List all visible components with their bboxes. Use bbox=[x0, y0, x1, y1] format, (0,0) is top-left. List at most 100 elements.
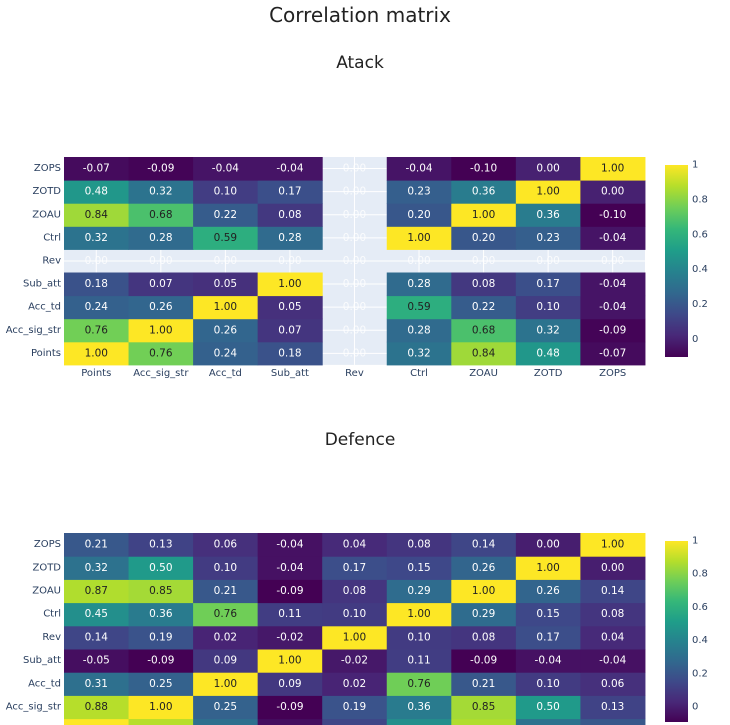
heatmap-cell[interactable] bbox=[515, 180, 581, 204]
heatmap-cell[interactable] bbox=[515, 272, 581, 297]
heatmap-cell[interactable] bbox=[580, 272, 646, 297]
heatmap-cell[interactable] bbox=[128, 695, 194, 720]
heatmap-cell[interactable] bbox=[580, 649, 646, 673]
heatmap-cell[interactable] bbox=[128, 226, 194, 250]
heatmap-cell[interactable] bbox=[257, 180, 323, 204]
heatmap-cell[interactable] bbox=[257, 157, 323, 181]
heatmap-cell[interactable] bbox=[257, 625, 323, 650]
heatmap-cell[interactable] bbox=[193, 341, 259, 366]
heatmap-cell[interactable] bbox=[193, 649, 259, 673]
heatmap-cell[interactable] bbox=[257, 556, 323, 580]
heatmap-cell[interactable] bbox=[580, 718, 646, 725]
heatmap-cell[interactable] bbox=[580, 180, 646, 204]
heatmap-cell[interactable] bbox=[322, 625, 388, 650]
heatmap-cell[interactable] bbox=[128, 295, 194, 320]
heatmap-cell[interactable] bbox=[64, 295, 130, 320]
heatmap-cell[interactable] bbox=[451, 157, 517, 181]
heatmap-cell[interactable] bbox=[386, 203, 452, 227]
heatmap-cell[interactable] bbox=[257, 203, 323, 227]
heatmap-cell[interactable] bbox=[451, 718, 517, 725]
heatmap-cell[interactable] bbox=[322, 718, 388, 725]
heatmap-cell[interactable] bbox=[128, 718, 194, 725]
heatmap-cell[interactable] bbox=[386, 579, 452, 604]
heatmap-cell[interactable] bbox=[515, 625, 581, 650]
heatmap-cell[interactable] bbox=[451, 672, 517, 696]
heatmap-cell[interactable] bbox=[451, 556, 517, 580]
heatmap-cell[interactable] bbox=[257, 341, 323, 366]
heatmap-cell[interactable] bbox=[386, 272, 452, 297]
heatmap-cell[interactable] bbox=[64, 672, 130, 696]
heatmap-cell[interactable] bbox=[128, 318, 194, 343]
heatmap-cell[interactable] bbox=[128, 625, 194, 650]
heatmap-cell[interactable] bbox=[64, 533, 130, 557]
heatmap-cell[interactable] bbox=[322, 533, 388, 557]
heatmap-cell[interactable] bbox=[128, 649, 194, 673]
heatmap-cell[interactable] bbox=[64, 341, 130, 366]
heatmap-cell[interactable] bbox=[386, 602, 452, 627]
heatmap-cell[interactable] bbox=[515, 672, 581, 696]
heatmap-cell[interactable] bbox=[322, 672, 388, 696]
heatmap-cell[interactable] bbox=[193, 556, 259, 580]
heatmap-defence[interactable]: Points1.000.880.31-0.050.140.450.870.320… bbox=[6, 533, 708, 725]
heatmap-cell[interactable] bbox=[580, 226, 646, 250]
heatmap-cell[interactable] bbox=[257, 272, 323, 297]
heatmap-cell[interactable] bbox=[128, 533, 194, 557]
heatmap-cell[interactable] bbox=[451, 272, 517, 297]
heatmap-cell[interactable] bbox=[386, 180, 452, 204]
heatmap-cell[interactable] bbox=[128, 556, 194, 580]
heatmap-cell[interactable] bbox=[515, 695, 581, 720]
heatmap-cell[interactable] bbox=[193, 672, 259, 696]
heatmap-cell[interactable] bbox=[386, 695, 452, 720]
heatmap-cell[interactable] bbox=[515, 226, 581, 250]
heatmap-cell[interactable] bbox=[257, 318, 323, 343]
heatmap-cell[interactable] bbox=[257, 718, 323, 725]
heatmap-cell[interactable] bbox=[193, 602, 259, 627]
heatmap-cell[interactable] bbox=[193, 180, 259, 204]
heatmap-cell[interactable] bbox=[322, 602, 388, 627]
heatmap-cell[interactable] bbox=[451, 533, 517, 557]
heatmap-cell[interactable] bbox=[128, 180, 194, 204]
heatmap-cell[interactable] bbox=[257, 533, 323, 557]
heatmap-cell[interactable] bbox=[128, 672, 194, 696]
heatmap-cell[interactable] bbox=[580, 533, 646, 557]
heatmap-cell[interactable] bbox=[515, 341, 581, 366]
heatmap-cell[interactable] bbox=[64, 649, 130, 673]
heatmap-cell[interactable] bbox=[515, 556, 581, 580]
heatmap-cell[interactable] bbox=[128, 602, 194, 627]
heatmap-cell[interactable] bbox=[580, 625, 646, 650]
heatmap-cell[interactable] bbox=[322, 649, 388, 673]
heatmap-cell[interactable] bbox=[451, 695, 517, 720]
heatmap-cell[interactable] bbox=[451, 649, 517, 673]
heatmap-cell[interactable] bbox=[451, 318, 517, 343]
heatmap-cell[interactable] bbox=[64, 718, 130, 725]
heatmap-cell[interactable] bbox=[64, 556, 130, 580]
heatmap-cell[interactable] bbox=[386, 718, 452, 725]
heatmap-cell[interactable] bbox=[128, 341, 194, 366]
heatmap-cell[interactable] bbox=[64, 226, 130, 250]
heatmap-cell[interactable] bbox=[580, 295, 646, 320]
heatmap-cell[interactable] bbox=[64, 157, 130, 181]
heatmap-cell[interactable] bbox=[515, 579, 581, 604]
heatmap-cell[interactable] bbox=[193, 579, 259, 604]
heatmap-cell[interactable] bbox=[193, 226, 259, 250]
heatmap-cell[interactable] bbox=[322, 695, 388, 720]
heatmap-cell[interactable] bbox=[257, 672, 323, 696]
heatmap-cell[interactable] bbox=[580, 579, 646, 604]
heatmap-cell[interactable] bbox=[128, 203, 194, 227]
heatmap-cell[interactable] bbox=[515, 649, 581, 673]
heatmap-cell[interactable] bbox=[386, 672, 452, 696]
heatmap-cell[interactable] bbox=[64, 602, 130, 627]
heatmap-cell[interactable] bbox=[322, 579, 388, 604]
heatmap-cell[interactable] bbox=[451, 180, 517, 204]
heatmap-cell[interactable] bbox=[257, 695, 323, 720]
heatmap-cell[interactable] bbox=[386, 318, 452, 343]
heatmap-cell[interactable] bbox=[257, 226, 323, 250]
heatmap-cell[interactable] bbox=[128, 272, 194, 297]
heatmap-cell[interactable] bbox=[451, 579, 517, 604]
heatmap-cell[interactable] bbox=[128, 579, 194, 604]
heatmap-cell[interactable] bbox=[386, 533, 452, 557]
heatmap-cell[interactable] bbox=[193, 718, 259, 725]
heatmap-cell[interactable] bbox=[193, 295, 259, 320]
heatmap-cell[interactable] bbox=[193, 203, 259, 227]
heatmap-cell[interactable] bbox=[193, 318, 259, 343]
